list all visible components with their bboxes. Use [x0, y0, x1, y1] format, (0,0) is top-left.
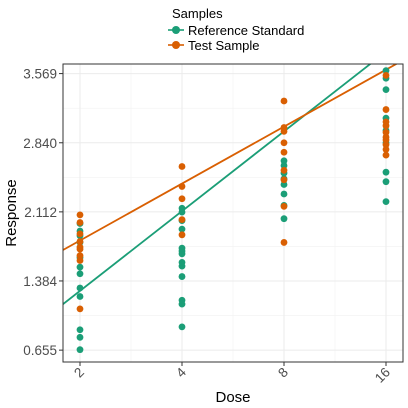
- data-point-reference-standard: [178, 323, 186, 331]
- data-point-test-sample: [178, 216, 186, 224]
- data-point-test-sample: [76, 252, 84, 260]
- data-point-test-sample: [280, 139, 288, 147]
- data-point-test-sample: [280, 239, 288, 246]
- data-point-test-sample: [178, 231, 186, 239]
- data-point-test-sample: [280, 202, 288, 210]
- legend-label-reference-standard: Reference Standard: [188, 23, 304, 38]
- data-point-test-sample: [382, 151, 390, 159]
- data-point-test-sample: [76, 243, 84, 251]
- x-tick-label: 16: [372, 365, 393, 386]
- x-axis: 2 4 8 16: [71, 362, 393, 386]
- fit-line-reference-standard: [63, 64, 372, 305]
- panel-border: [62, 63, 404, 363]
- y-tick-label: 2.112: [24, 205, 57, 220]
- data-point-reference-standard: [280, 215, 288, 223]
- data-point-reference-standard: [280, 181, 288, 188]
- x-tick-label: 8: [275, 365, 291, 381]
- y-axis-title: Response: [3, 179, 20, 247]
- data-point-reference-standard: [76, 270, 84, 278]
- data-point-reference-standard: [280, 190, 288, 198]
- data-point-test-sample: [382, 71, 390, 79]
- fit-lines: [63, 64, 399, 305]
- data-point-test-sample: [280, 166, 288, 174]
- data-point-reference-standard: [382, 168, 390, 176]
- y-tick-label: 2.840: [23, 136, 57, 151]
- data-point-reference-standard: [76, 326, 84, 334]
- data-point-reference-standard: [382, 178, 390, 186]
- data-point-reference-standard: [178, 258, 186, 266]
- data-point-reference-standard: [280, 157, 288, 165]
- plot-panel: [62, 63, 404, 363]
- legend-key-dot-reference-standard: [172, 26, 180, 34]
- x-tick-label: 4: [173, 364, 189, 380]
- data-point-test-sample: [76, 238, 84, 245]
- data-point-test-sample: [76, 211, 84, 219]
- legend: Samples Reference Standard Test Sample: [168, 6, 304, 53]
- legend-key-dot-test-sample: [172, 41, 180, 49]
- data-points: [76, 67, 390, 354]
- data-point-test-sample: [76, 219, 84, 226]
- data-point-test-sample: [178, 183, 186, 190]
- data-point-reference-standard: [280, 162, 288, 169]
- data-point-reference-standard: [382, 67, 390, 75]
- data-point-test-sample: [76, 305, 84, 313]
- data-point-reference-standard: [382, 198, 390, 206]
- data-point-test-sample: [382, 128, 390, 136]
- y-tick-label: 3.569: [23, 67, 57, 82]
- data-point-reference-standard: [178, 204, 186, 212]
- data-point-test-sample: [280, 97, 288, 105]
- x-tick-label: 2: [71, 365, 87, 381]
- fit-line-test-sample: [63, 64, 399, 251]
- y-tick-label: 1.384: [23, 274, 57, 289]
- data-point-test-sample: [382, 133, 390, 141]
- data-point-test-sample: [280, 124, 288, 131]
- data-point-reference-standard: [178, 296, 186, 304]
- data-point-test-sample: [280, 176, 288, 184]
- data-point-test-sample: [382, 106, 390, 113]
- y-axis: 0.655 1.384 2.112 2.840 3.569: [23, 67, 63, 358]
- y-tick-label: 0.655: [23, 343, 57, 358]
- data-point-test-sample: [382, 118, 390, 126]
- data-point-test-sample: [76, 230, 84, 238]
- legend-title: Samples: [172, 6, 223, 21]
- data-point-reference-standard: [178, 225, 186, 233]
- data-point-test-sample: [76, 257, 84, 264]
- x-axis-title: Dose: [215, 389, 250, 406]
- data-point-reference-standard: [382, 86, 390, 94]
- data-point-reference-standard: [178, 273, 186, 280]
- data-point-test-sample: [280, 148, 288, 156]
- data-point-test-sample: [178, 195, 186, 203]
- data-point-reference-standard: [76, 284, 84, 292]
- data-point-reference-standard: [76, 346, 84, 354]
- data-point-reference-standard: [76, 263, 84, 271]
- data-point-reference-standard: [76, 333, 84, 341]
- data-point-reference-standard: [178, 244, 186, 252]
- data-point-test-sample: [382, 146, 390, 153]
- legend-label-test-sample: Test Sample: [188, 38, 260, 53]
- data-point-reference-standard: [76, 293, 84, 300]
- data-point-test-sample: [178, 163, 186, 170]
- data-point-test-sample: [382, 141, 390, 149]
